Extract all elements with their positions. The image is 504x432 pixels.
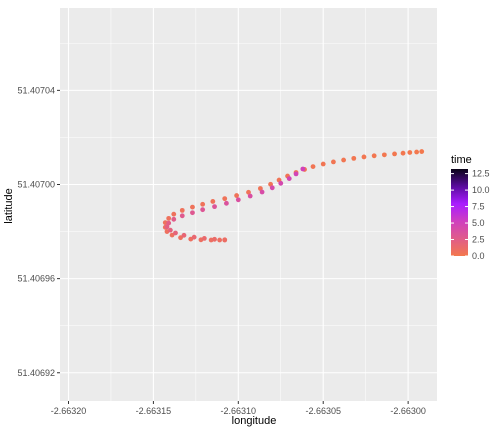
data-point: [164, 224, 170, 230]
data-point: [341, 157, 346, 163]
data-point: [269, 185, 275, 191]
legend-tick-label: 12.5: [472, 169, 490, 179]
gridlines: [60, 8, 437, 401]
data-point: [235, 197, 241, 203]
data-point: [217, 237, 223, 243]
data-point: [351, 155, 357, 161]
data-point: [178, 235, 183, 241]
data-point: [381, 152, 387, 158]
data-point: [179, 213, 185, 219]
y-tick-label: 51.40700: [17, 179, 55, 189]
data-point: [173, 230, 178, 236]
data-point: [392, 151, 397, 157]
data-point: [407, 150, 413, 155]
data-point: [400, 150, 406, 156]
data-point: [414, 149, 420, 155]
panel-background: [60, 8, 437, 401]
plot-panel: [60, 8, 437, 401]
data-point: [166, 215, 172, 221]
data-point: [320, 161, 326, 167]
data-point: [166, 220, 172, 226]
data-point: [171, 216, 177, 222]
data-point: [247, 193, 253, 199]
y-axis: 51.40692 51.40696 51.40700 51.40704: [17, 85, 60, 378]
x-tick-label: -2.66300: [390, 406, 426, 416]
legend-title: time: [451, 154, 472, 166]
data-point: [200, 207, 206, 213]
data-point: [286, 176, 292, 182]
data-point: [222, 196, 228, 202]
data-point: [331, 159, 336, 165]
x-tick-label: -2.66305: [305, 406, 341, 416]
data-points: [162, 149, 425, 243]
y-tick-label: 51.40692: [17, 368, 55, 378]
data-point: [361, 154, 367, 160]
data-point: [278, 180, 284, 186]
data-point: [259, 189, 265, 195]
data-point: [181, 232, 187, 238]
data-point: [167, 227, 173, 233]
data-point: [310, 164, 316, 170]
x-tick-label: -2.66320: [51, 406, 87, 416]
data-point: [190, 210, 195, 216]
x-tick-label: -2.66310: [221, 406, 257, 416]
x-tick-label: -2.66315: [136, 406, 172, 416]
data-point: [246, 189, 251, 195]
x-axis-title: longitude: [232, 415, 277, 427]
x-axis: -2.66320 -2.66315 -2.66310 -2.66305 -2.66300: [51, 401, 426, 416]
legend-tick-label: 7.5: [472, 202, 485, 212]
data-point: [171, 211, 177, 217]
legend-tick-label: 5.0: [472, 218, 485, 228]
legend-colorbar: [451, 169, 468, 256]
data-point: [191, 234, 197, 240]
y-axis-title: latitude: [3, 188, 15, 223]
data-point: [234, 193, 240, 198]
data-point: [200, 201, 206, 207]
data-point: [212, 204, 217, 210]
data-point: [293, 171, 299, 177]
y-tick-label: 51.40696: [17, 274, 55, 284]
data-point: [190, 204, 195, 210]
data-point: [300, 166, 306, 172]
legend: time 0.0 2.5 5.0 7.5 10.0 12.5: [451, 154, 490, 261]
data-point: [210, 199, 216, 204]
data-point: [179, 207, 185, 213]
data-point: [212, 236, 217, 242]
legend-tick-label: 10.0: [472, 185, 490, 195]
legend-tick-label: 0.0: [472, 251, 485, 261]
data-point: [224, 200, 229, 206]
data-point: [222, 237, 228, 243]
data-point: [419, 149, 425, 154]
legend-tick-label: 2.5: [472, 235, 485, 245]
data-point: [371, 153, 377, 159]
y-tick-label: 51.40704: [17, 85, 55, 95]
data-point: [201, 235, 207, 241]
